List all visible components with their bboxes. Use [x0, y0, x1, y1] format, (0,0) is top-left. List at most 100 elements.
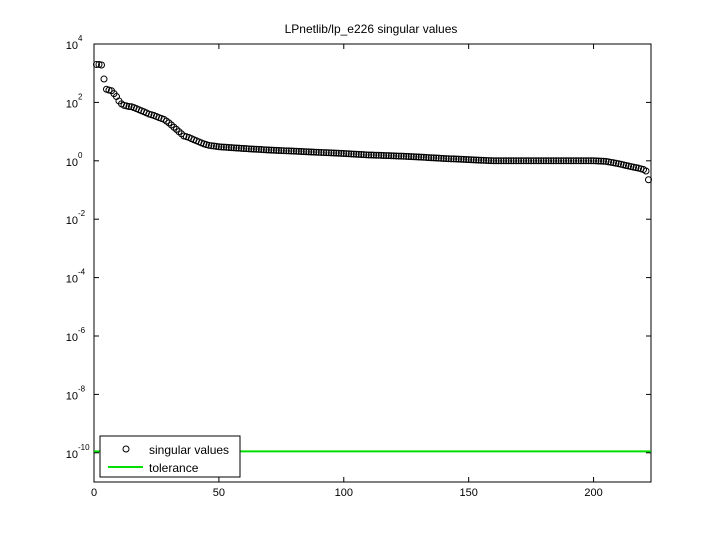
singular-value-point	[420, 153, 428, 161]
singular-value-point	[335, 149, 343, 157]
singular-value-point	[410, 153, 418, 161]
singular-value-point	[412, 153, 420, 161]
y-tick-label: 10	[66, 274, 78, 286]
singular-value-point	[350, 150, 358, 158]
y-tick-label: 10	[66, 390, 78, 402]
singular-value-point	[375, 151, 383, 159]
singular-value-point	[220, 143, 228, 151]
singular-value-point	[402, 152, 410, 160]
x-tick-label: 0	[91, 487, 97, 499]
y-tick-label: 10	[66, 40, 78, 52]
singular-value-point	[247, 145, 255, 153]
singular-value-point	[242, 145, 250, 153]
singular-value-point	[577, 157, 585, 165]
singular-value-point	[435, 154, 443, 162]
singular-value-point	[605, 158, 613, 166]
singular-value-point	[515, 157, 523, 165]
singular-value-point	[212, 142, 220, 150]
singular-value-point	[490, 157, 498, 165]
singular-value-point	[207, 142, 215, 150]
y-tick-exponent: -2	[78, 209, 86, 218]
singular-value-point	[292, 147, 300, 155]
singular-value-point	[305, 148, 313, 156]
singular-value-point	[222, 143, 230, 151]
legend-singular-values-marker	[122, 445, 130, 453]
singular-value-point	[505, 157, 513, 165]
singular-value-point	[225, 143, 233, 151]
singular-value-point	[530, 157, 538, 165]
singular-value-point	[352, 150, 360, 158]
singular-value-point	[507, 157, 515, 165]
singular-value-point	[97, 61, 105, 69]
singular-value-point	[290, 147, 298, 155]
singular-value-point	[300, 148, 308, 156]
singular-value-point	[320, 149, 328, 157]
singular-value-point	[360, 151, 368, 159]
singular-value-point	[337, 149, 345, 157]
singular-value-point	[327, 149, 335, 157]
singular-value-point	[572, 157, 580, 165]
singular-value-point	[205, 141, 213, 149]
singular-value-point	[357, 151, 365, 159]
singular-value-point	[485, 157, 493, 165]
singular-value-point	[450, 155, 458, 163]
singular-value-point	[227, 144, 235, 152]
singular-value-point	[612, 159, 620, 167]
singular-value-point	[260, 146, 268, 154]
singular-value-point	[592, 157, 600, 165]
singular-value-point	[535, 157, 543, 165]
y-tick-exponent: -8	[78, 384, 86, 393]
singular-value-point	[560, 157, 568, 165]
singular-value-point	[272, 146, 280, 154]
singular-value-point	[237, 144, 245, 152]
y-tick-exponent: 2	[78, 92, 83, 101]
singular-value-point	[322, 149, 330, 157]
y-tick-label: 10	[66, 98, 78, 110]
singular-value-point	[630, 163, 638, 171]
singular-value-point	[432, 154, 440, 162]
singular-value-point	[365, 151, 373, 159]
singular-value-point	[317, 148, 325, 156]
y-tick-exponent: 0	[78, 151, 83, 160]
singular-value-point	[310, 148, 318, 156]
singular-value-point	[632, 164, 640, 172]
singular-value-point	[92, 60, 100, 68]
singular-value-point	[570, 157, 578, 165]
singular-value-point	[282, 147, 290, 155]
singular-value-point	[467, 156, 475, 164]
singular-value-point	[342, 150, 350, 158]
x-tick-label: 200	[584, 487, 602, 499]
x-tick-label: 50	[213, 487, 225, 499]
singular-value-point	[377, 151, 385, 159]
singular-value-point	[422, 153, 430, 161]
singular-value-point	[267, 146, 275, 154]
singular-value-point	[462, 156, 470, 164]
singular-value-point	[355, 150, 363, 158]
singular-value-point	[270, 146, 278, 154]
legend: singular values tolerance	[99, 435, 241, 478]
singular-value-point	[597, 157, 605, 165]
singular-value-point	[452, 155, 460, 163]
singular-value-point	[430, 154, 438, 162]
singular-value-point	[425, 154, 433, 162]
singular-value-point	[100, 75, 108, 83]
singular-value-point	[545, 157, 553, 165]
singular-value-point	[475, 156, 483, 164]
singular-value-point	[415, 153, 423, 161]
singular-value-point	[235, 144, 243, 152]
singular-value-point	[312, 148, 320, 156]
singular-value-point	[255, 145, 263, 153]
singular-value-point	[610, 159, 618, 167]
singular-value-point	[460, 155, 468, 163]
singular-value-point	[125, 102, 133, 110]
singular-value-point	[440, 154, 448, 162]
singular-value-point	[555, 157, 563, 165]
singular-value-point	[287, 147, 295, 155]
singular-value-point	[492, 157, 500, 165]
x-tick-label: 100	[335, 487, 353, 499]
singular-value-point	[582, 157, 590, 165]
plot-frame	[93, 43, 652, 483]
singular-value-point	[457, 155, 465, 163]
chart-title: LPnetlib/lp_e226 singular values	[285, 22, 458, 36]
singular-value-point	[252, 145, 260, 153]
